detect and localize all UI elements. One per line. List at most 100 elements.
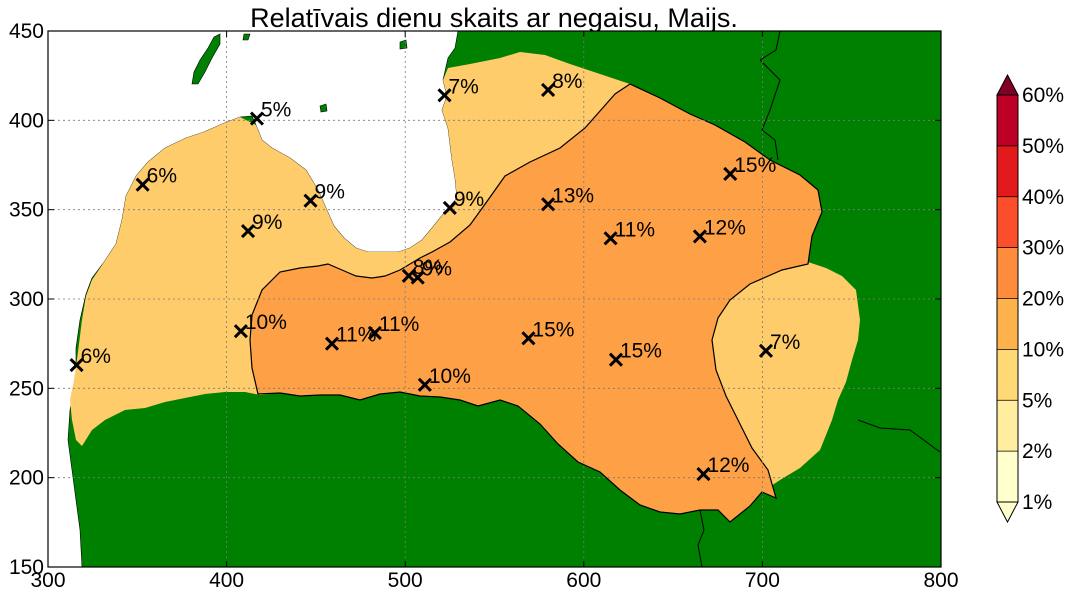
saaremaa-island	[191, 33, 221, 85]
station-cross	[603, 231, 618, 246]
x-tick-label: 700	[745, 569, 780, 592]
colorbar-label: 1%	[1022, 491, 1052, 514]
station-marker: 9%	[240, 211, 282, 239]
islet-1	[242, 33, 251, 41]
station-marker: 10%	[233, 311, 287, 339]
station-cross	[692, 229, 707, 244]
border-russia-belarus	[857, 419, 941, 453]
y-tick-label: 200	[9, 467, 44, 490]
x-tick-label: 600	[566, 569, 601, 592]
colorbar-segment	[997, 349, 1018, 401]
station-cross	[442, 200, 457, 215]
y-tick-label: 300	[9, 288, 44, 311]
station-marker: 9%	[303, 181, 345, 208]
station-cross	[233, 324, 248, 339]
y-tick-label: 150	[9, 556, 44, 579]
chart-title: Relatīvais dienu skaits ar negaisu, Maij…	[250, 3, 738, 33]
station-marker: 7%	[437, 75, 479, 103]
station-marker: 7%	[758, 331, 800, 358]
station-cross	[69, 358, 84, 373]
station-label: 15%	[532, 318, 574, 341]
colorbar-label: 60%	[1022, 84, 1064, 107]
station-marker: 13%	[541, 184, 594, 212]
station-cross	[135, 177, 150, 192]
y-tick-label: 400	[9, 109, 44, 132]
station-cross	[723, 166, 738, 181]
station-marker: 6%	[69, 345, 111, 373]
station-cross	[541, 197, 556, 212]
y-tick-label: 350	[9, 199, 44, 222]
station-cross	[608, 352, 624, 367]
border-lithuania-belarus	[697, 509, 705, 567]
station-label: 6%	[81, 345, 111, 368]
station-cross	[324, 336, 340, 351]
station-label: 9%	[252, 211, 282, 234]
station-marker: 10%	[417, 365, 471, 392]
station-label: 12%	[704, 216, 746, 239]
station-label: 9%	[454, 188, 484, 211]
station-cross	[521, 331, 536, 346]
x-tick-label: 500	[388, 569, 423, 592]
x-tick-label: 300	[30, 569, 65, 592]
station-marker: 8%	[541, 70, 582, 98]
x-tick-label: 400	[209, 569, 244, 592]
station-label: 15%	[734, 154, 776, 177]
station-marker: 5%	[249, 99, 291, 126]
colorbar-over-arrow	[996, 73, 1019, 96]
y-tick-label: 250	[9, 377, 44, 400]
colorbar-label: 10%	[1022, 338, 1064, 361]
station-label: 13%	[552, 184, 594, 207]
station-marker: 11%	[324, 324, 376, 351]
colorbar-segment	[997, 95, 1018, 146]
map-area: 6%6%5%9%9%7% 8%9% 13%15%11% 12%8%9%10%11% 11…	[48, 31, 941, 567]
border-estonia-russia-north	[759, 31, 781, 61]
station-marker: 12%	[696, 454, 749, 482]
station-label: 6%	[147, 165, 177, 188]
y-tick-label: 450	[9, 20, 44, 43]
station-label: 7%	[770, 331, 800, 354]
station-cross	[696, 467, 711, 482]
colorbar-segment	[997, 145, 1018, 197]
station-label: 11%	[379, 313, 419, 336]
station-cross	[758, 343, 774, 358]
station-label: 5%	[261, 99, 291, 122]
station-label: 8%	[552, 70, 582, 93]
station-cross	[417, 377, 432, 392]
station-marker: 15%	[608, 340, 662, 367]
station-marker: 15%	[521, 318, 574, 346]
colorbar-label: 30%	[1022, 237, 1064, 260]
x-tick-label: 800	[923, 569, 958, 592]
colorbar: 1% 2% 5% 10% 20% 30% 40% 50% 60%	[996, 73, 1064, 524]
station-label: 7%	[448, 75, 478, 98]
station-cross	[437, 88, 452, 103]
border-estonia-russia	[759, 59, 781, 161]
station-cross	[541, 82, 556, 98]
station-cross	[249, 111, 265, 126]
colorbar-segment	[997, 400, 1018, 452]
station-label: 9%	[422, 258, 452, 281]
colorbar-label: 40%	[1022, 186, 1064, 209]
colorbar-label: 50%	[1022, 135, 1064, 158]
station-label: 11%	[336, 324, 376, 347]
station-cross	[303, 193, 318, 208]
station-marker: 11%	[367, 313, 419, 341]
station-marker: 12%	[692, 216, 746, 244]
station-marker: 6%	[135, 165, 177, 192]
colorbar-under-arrow	[996, 501, 1019, 524]
station-label: 9%	[315, 181, 345, 204]
islet-2	[399, 39, 408, 50]
station-label: 12%	[707, 454, 749, 477]
ruhnu-island	[319, 103, 328, 113]
colorbar-segment	[997, 298, 1018, 350]
station-marker: 9%	[442, 188, 484, 215]
grid	[48, 31, 941, 567]
stations-layer: 6%6%5%9%9%7% 8%9% 13%15%11% 12%8%9%10%11% 11…	[69, 70, 800, 482]
axis-ticks: 300 400 500 600 700 800 150 200 250 300 350 400 450	[9, 20, 959, 592]
station-label: 10%	[429, 365, 471, 388]
station-cross	[240, 224, 256, 239]
station-cross	[367, 325, 382, 341]
station-label: 10%	[245, 311, 287, 334]
station-label: 11%	[615, 218, 655, 241]
